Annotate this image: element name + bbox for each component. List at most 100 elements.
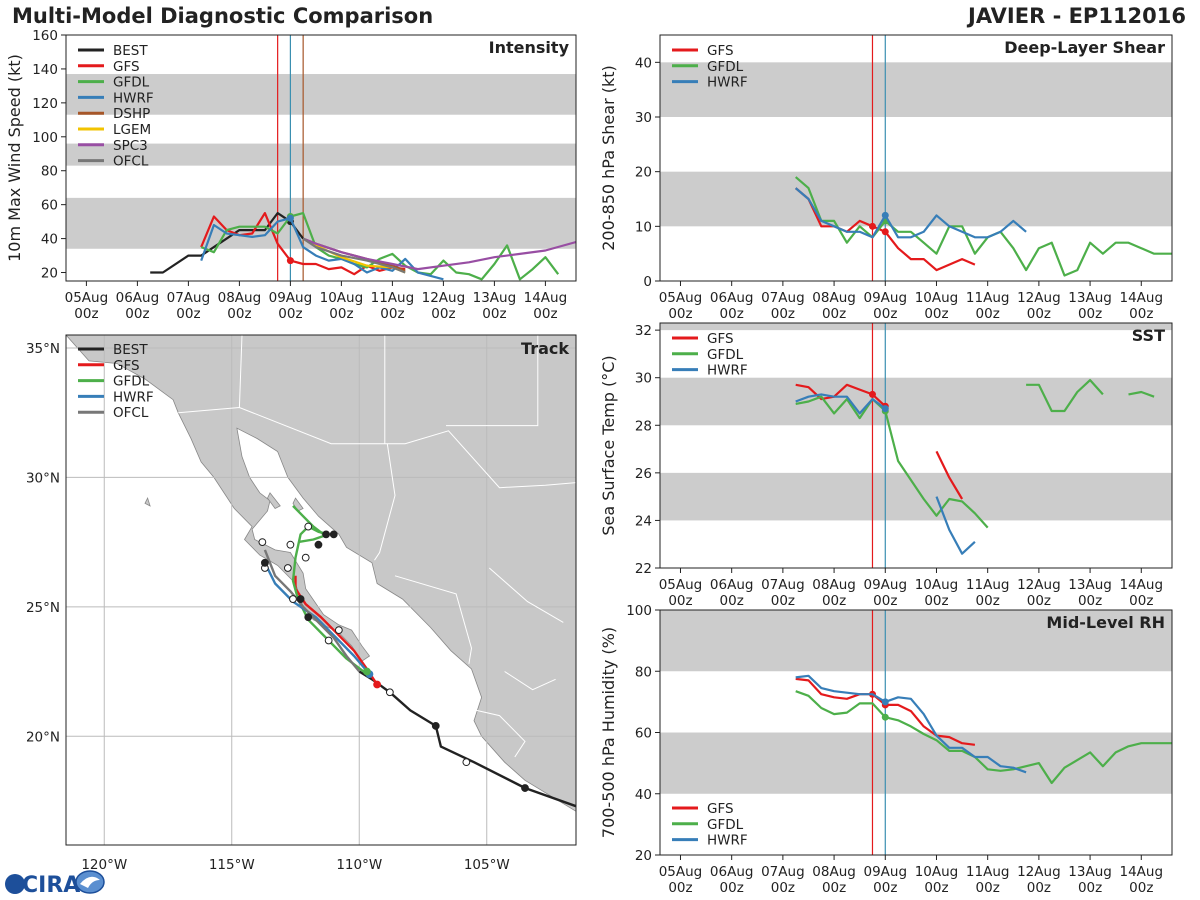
track-title: Track xyxy=(521,339,569,358)
shear-legend-label-gfdl: GFDL xyxy=(707,59,744,75)
track-position-marker xyxy=(431,722,440,730)
intensity-xtick-label-hour: 00z xyxy=(431,306,455,322)
intensity-title: Intensity xyxy=(489,38,570,57)
track-lat-label: 25°N xyxy=(26,600,60,616)
shear-xtick-label: 13Aug xyxy=(1068,290,1112,306)
panel-shear: 01020304005Aug00z06Aug00z07Aug00z08Aug00… xyxy=(599,34,1173,322)
intensity-plot-area xyxy=(66,35,576,281)
rh-xtick-label-hour: 00z xyxy=(822,880,846,896)
intensity-xtick-label: 12Aug xyxy=(422,290,466,306)
track-position-marker xyxy=(521,784,529,792)
rh-ytick-label: 60 xyxy=(635,726,652,742)
logo-globe-icon xyxy=(5,874,25,894)
track-position-marker xyxy=(258,538,267,547)
storm-title: JAVIER - EP112016 xyxy=(968,4,1186,28)
shear-xtick-label-hour: 00z xyxy=(1027,306,1051,322)
rh-xtick-label: 06Aug xyxy=(710,864,754,880)
shear-xtick-label: 07Aug xyxy=(761,290,805,306)
shear-xtick-label: 08Aug xyxy=(812,290,856,306)
land-island-angel xyxy=(267,492,281,510)
track-position-marker xyxy=(304,613,313,622)
shear-init-point xyxy=(868,222,876,230)
shear-plot-area xyxy=(660,35,1172,281)
track-lat-label: 30°N xyxy=(26,470,60,486)
intensity-init-point xyxy=(286,257,294,265)
rh-xtick-label-hour: 00z xyxy=(1027,880,1051,896)
border-durango-coahuila xyxy=(488,567,564,623)
intensity-ytick-label: 100 xyxy=(32,130,58,146)
sst-title: SST xyxy=(1132,326,1165,345)
sst-xtick-label-hour: 00z xyxy=(924,593,948,609)
track-legend-label-hwrf: HWRF xyxy=(113,389,154,405)
sst-series-gfdl-4 xyxy=(1128,390,1155,398)
sst-plot-area xyxy=(660,323,1172,568)
sst-xtick-label: 08Aug xyxy=(812,577,856,593)
intensity-legend-label-hwrf: HWRF xyxy=(113,90,154,106)
track-position-marker xyxy=(286,540,295,549)
rh-ytick-label: 100 xyxy=(626,603,652,619)
intensity-ytick-label: 160 xyxy=(32,28,58,44)
track-hwrf-4 xyxy=(263,562,371,675)
border-sonora-chihuahua xyxy=(374,443,396,561)
sst-band-0 xyxy=(660,472,1172,521)
shear-series-hwrf-2 xyxy=(794,187,1027,239)
track-legend-label-gfdl: GFDL xyxy=(113,374,150,390)
intensity-series-hwrf-3 xyxy=(200,217,444,281)
intensity-series-gfdl-2 xyxy=(200,212,560,281)
intensity-xtick-label-hour: 00z xyxy=(278,306,302,322)
sst-series-gfdl-3 xyxy=(1026,379,1104,413)
rh-ytick-label: 80 xyxy=(635,664,652,680)
rh-xtick-label: 13Aug xyxy=(1068,864,1112,880)
rh-xtick-label: 09Aug xyxy=(864,864,908,880)
track-legend-label-ofcl: OFCL xyxy=(113,405,149,421)
shear-xtick-label: 09Aug xyxy=(864,290,908,306)
sst-xtick-label: 09Aug xyxy=(864,577,908,593)
shear-init-point xyxy=(881,211,889,219)
rh-init-point xyxy=(881,713,889,721)
sst-init-point xyxy=(868,390,876,398)
track-position-marker xyxy=(329,530,338,539)
sst-xtick-label: 12Aug xyxy=(1017,577,1061,593)
sst-xtick-label: 14Aug xyxy=(1120,577,1164,593)
rh-xtick-label-hour: 00z xyxy=(1078,880,1102,896)
intensity-ytick-label: 80 xyxy=(41,164,58,180)
rh-xtick-label: 07Aug xyxy=(761,864,805,880)
border-nm-tx xyxy=(446,335,539,427)
sst-xtick-label-hour: 00z xyxy=(1078,593,1102,609)
land-island-guadalupe xyxy=(144,497,151,507)
intensity-legend-label-ofcl: OFCL xyxy=(113,154,149,170)
sst-xtick-label-hour: 00z xyxy=(668,593,692,609)
rh-xtick-label: 14Aug xyxy=(1120,864,1164,880)
intensity-ylabel: 10m Max Wind Speed (kt) xyxy=(5,54,24,262)
sst-xtick-label: 06Aug xyxy=(710,577,754,593)
track-frame xyxy=(65,334,577,846)
sst-xtick-label-hour: 00z xyxy=(976,593,1000,609)
page-title: Multi-Model Diagnostic Comparison xyxy=(12,4,434,28)
intensity-xtick-label: 06Aug xyxy=(116,290,160,306)
track-position-marker xyxy=(462,758,471,767)
intensity-legend-label-spc3: SPC3 xyxy=(113,138,148,154)
intensity-xtick-label-hour: 00z xyxy=(74,306,98,322)
intensity-xtick-label-hour: 00z xyxy=(482,306,506,322)
track-lon-label: 110°W xyxy=(336,857,382,873)
sst-series-gfdl-2 xyxy=(795,395,989,529)
intensity-xtick-label-hour: 00z xyxy=(227,306,251,322)
rh-band-0 xyxy=(660,732,1172,794)
border-nayarit-jalisco xyxy=(504,671,556,691)
border-us-mexico xyxy=(178,406,576,489)
intensity-series-ofcl-7 xyxy=(302,237,406,274)
sst-xtick-label: 05Aug xyxy=(659,577,703,593)
rh-ylabel: 700-500 hPa Humidity (%) xyxy=(599,627,618,838)
intensity-xtick-label: 10Aug xyxy=(320,290,364,306)
shear-xtick-label-hour: 00z xyxy=(1129,306,1153,322)
rh-xtick-label: 10Aug xyxy=(915,864,959,880)
intensity-xtick-label: 08Aug xyxy=(218,290,262,306)
intensity-init-point xyxy=(286,214,294,222)
sst-xtick-label: 07Aug xyxy=(761,577,805,593)
sst-xtick-label: 13Aug xyxy=(1068,577,1112,593)
shear-xtick-label-hour: 00z xyxy=(976,306,1000,322)
shear-xtick-label: 11Aug xyxy=(966,290,1010,306)
rh-xtick-label-hour: 00z xyxy=(720,880,744,896)
sst-ytick-label: 32 xyxy=(635,323,652,339)
rh-ytick-label: 20 xyxy=(635,848,652,864)
